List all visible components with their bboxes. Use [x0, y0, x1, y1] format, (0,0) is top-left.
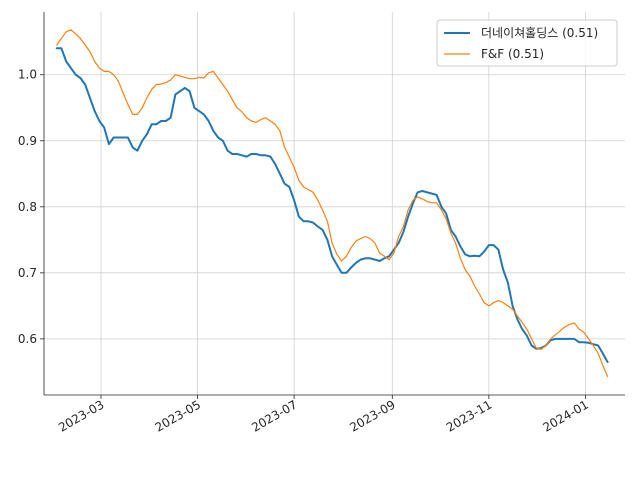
- y-tick-label: 0.8: [18, 200, 37, 214]
- y-tick-label: 0.9: [18, 134, 37, 148]
- x-tick-label: 2023-05: [153, 397, 203, 434]
- x-tick-label: 2023-09: [347, 397, 397, 434]
- grid: [44, 12, 625, 395]
- legend: 더네이쳐홀딩스 (0.51) F&F (0.51): [436, 19, 618, 67]
- series-line-1: [55, 47, 609, 363]
- axes: 2023-03 2023-05 2023-07 2023-09 2023-11 2024-…: [18, 12, 625, 435]
- x-tick-label: 2023-11: [444, 397, 494, 434]
- x-tick-label: 2024-01: [540, 397, 590, 434]
- series-lines: [55, 29, 609, 378]
- legend-label-series-2: F&F (0.51): [481, 47, 544, 61]
- x-tick-label: 2023-07: [249, 397, 299, 434]
- legend-label-series-1: 더네이쳐홀딩스 (0.51): [481, 26, 598, 40]
- series-line-2: [56, 29, 609, 378]
- legend-frame: [436, 19, 618, 67]
- x-tick-label: 2023-03: [56, 397, 106, 434]
- y-tick-label: 0.6: [18, 332, 37, 346]
- y-tick-label: 0.7: [18, 266, 37, 280]
- y-tick-label: 1.0: [18, 68, 37, 82]
